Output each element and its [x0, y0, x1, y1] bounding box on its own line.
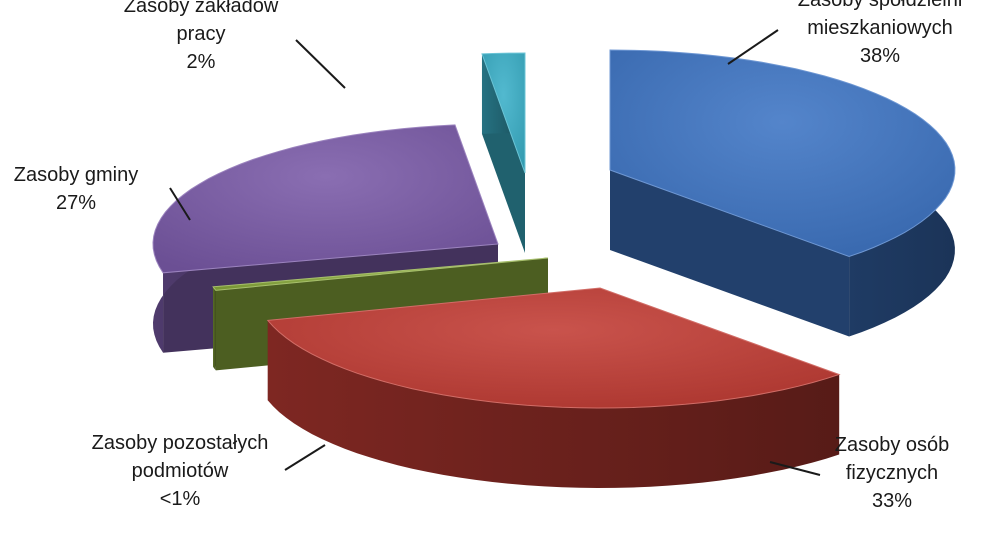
slice-percent-label: <1% — [160, 488, 201, 510]
slice-percent-label: 38% — [860, 45, 900, 67]
slice-name-label: Zasoby pozostałych — [92, 432, 269, 454]
slice-zasoby-sp-dzielni-mieszkaniowych-top — [609, 49, 956, 258]
slice-zasoby-os-b-fizycznych-top — [266, 287, 841, 409]
slice-cut-face — [610, 170, 850, 337]
leader-line — [284, 444, 326, 471]
slice-outer-wall — [213, 286, 216, 371]
leader-line — [169, 187, 191, 221]
slice-name-label: fizycznych — [846, 462, 938, 484]
leader-line — [769, 461, 821, 476]
leader-lines — [169, 29, 821, 476]
leader-line — [727, 29, 779, 65]
slice-name-label: Zasoby spółdzielni — [798, 0, 963, 11]
slice-name-label: Zasoby osób — [835, 434, 950, 456]
slice-percent-label: 2% — [187, 51, 216, 73]
slice-outer-wall — [267, 320, 840, 488]
slice-zasoby-zak-ad-w-pracy-top — [481, 52, 526, 174]
slice-name-label: Zasoby zakładów — [124, 0, 279, 17]
slice-percent-label: 33% — [872, 490, 912, 512]
slice-name-label: Zasoby gminy — [14, 164, 139, 186]
slice-name-label: podmiotów — [132, 460, 229, 482]
slice-name-label: mieszkaniowych — [807, 17, 953, 39]
slice-zasoby-gminy-top — [152, 124, 499, 274]
slice-percent-label: 27% — [56, 192, 96, 214]
slice-zasoby-pozosta-ych-podmiot-w-top — [212, 257, 549, 291]
slice-name-label: pracy — [177, 23, 226, 45]
slice-labels: Zasoby spółdzielni mieszkaniowych 38% Zasob… — [14, 0, 963, 512]
slice-tops — [152, 49, 956, 409]
leader-line — [295, 39, 346, 89]
